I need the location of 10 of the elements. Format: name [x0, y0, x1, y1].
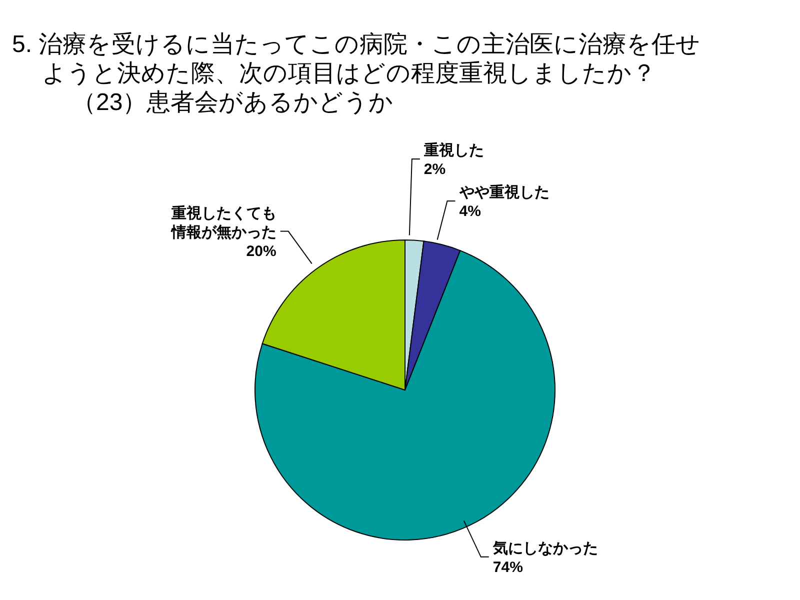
slice-label: やや重視した: [458, 184, 550, 202]
slice-label: 重視した: [422, 142, 484, 160]
data-label: 20%: [246, 242, 276, 260]
chart-title: 5. 治療を受けるに当たってこの病院・この主治医に治療を任せようと決めた際、次の項目はどの程度重視しましたか？: [12, 30, 702, 88]
data-label: 2%: [424, 161, 446, 178]
slice-label: 重視したくても情報が無かった: [170, 204, 276, 241]
slice-label: 気にしなかった: [492, 540, 598, 558]
data-label: 74%: [492, 559, 523, 576]
data-label: 4%: [459, 203, 481, 220]
chart-subtitle: （23）患者会があるかどうか: [71, 88, 395, 117]
